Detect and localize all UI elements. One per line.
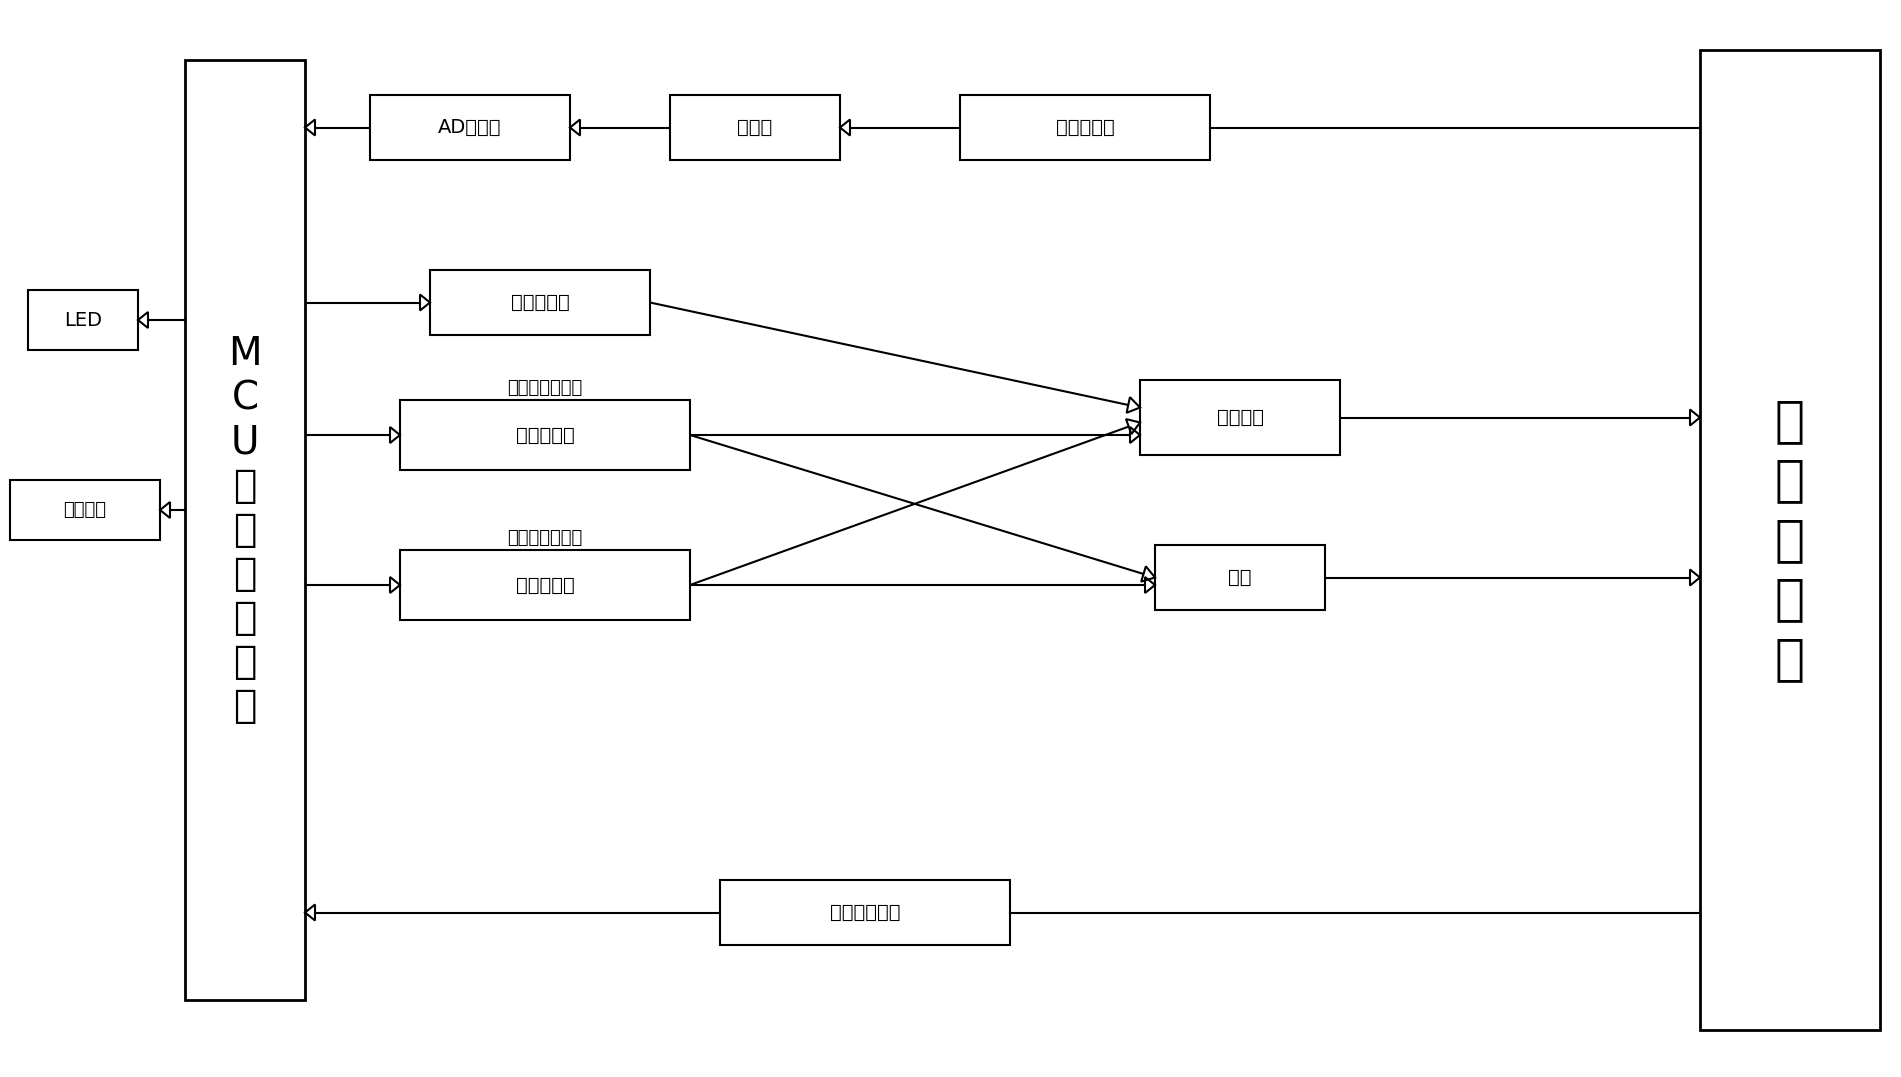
Text: 电流检测模块: 电流检测模块 <box>829 903 901 922</box>
Text: 外电路作为电源: 外电路作为电源 <box>508 529 582 547</box>
Bar <box>371 95 570 160</box>
Bar <box>1699 50 1880 1030</box>
Bar <box>960 95 1211 160</box>
Bar <box>10 480 160 540</box>
Text: 变送器: 变送器 <box>738 118 772 137</box>
Bar <box>430 270 650 335</box>
Bar <box>1141 380 1340 454</box>
Bar <box>399 550 690 620</box>
Text: 第一继电器: 第一继电器 <box>515 425 574 445</box>
Text: 电
池
组
模
块: 电 池 组 模 块 <box>1776 397 1806 683</box>
Bar <box>184 60 304 1001</box>
Text: 第三继电器: 第三继电器 <box>511 293 570 312</box>
Bar <box>399 400 690 470</box>
Text: 显示模块: 显示模块 <box>63 501 106 519</box>
Text: 第二继电器: 第二继电器 <box>515 575 574 595</box>
Text: 电池组作为电源: 电池组作为电源 <box>508 379 582 397</box>
Text: 温度传感器: 温度传感器 <box>1055 118 1114 137</box>
Text: LED: LED <box>65 310 103 330</box>
Text: 风扇: 风扇 <box>1228 568 1251 587</box>
Text: AD转换器: AD转换器 <box>439 118 502 137</box>
Bar <box>720 880 1009 945</box>
Text: M
C
U
中
央
控
制
单
元: M C U 中 央 控 制 单 元 <box>228 335 262 725</box>
Bar <box>669 95 840 160</box>
Bar <box>29 290 139 350</box>
Bar <box>1156 545 1325 610</box>
Text: 加热线圈: 加热线圈 <box>1217 408 1264 426</box>
